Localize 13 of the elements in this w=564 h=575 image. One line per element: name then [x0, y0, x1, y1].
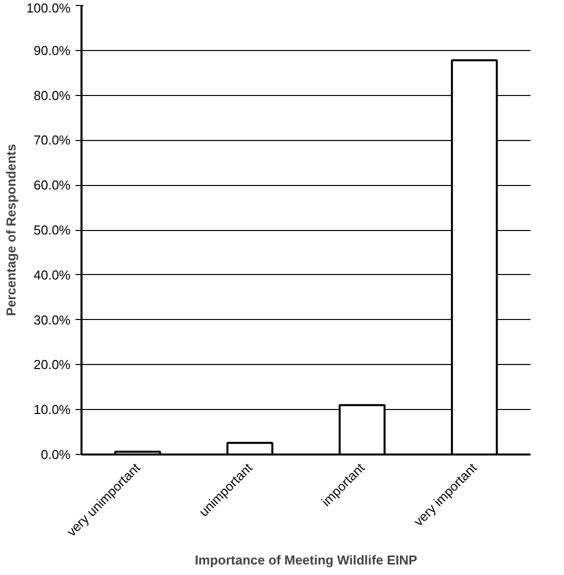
- y-tick-label: 40.0%: [34, 267, 71, 282]
- y-tick-label: 50.0%: [34, 222, 71, 238]
- y-tick-label: 80.0%: [34, 88, 71, 103]
- y-axis-title: Percentage of Respondents: [3, 144, 18, 316]
- y-tick-label: 60.0%: [34, 178, 71, 193]
- y-tick-label: 70.0%: [34, 132, 71, 148]
- y-tick-label: 10.0%: [34, 402, 71, 418]
- y-tick-label: 20.0%: [34, 357, 71, 372]
- x-axis-title: Importance of Meeting Wildlife EINP: [194, 552, 418, 568]
- y-tick-label: 0.0%: [40, 447, 71, 462]
- y-tick-label: 30.0%: [34, 312, 71, 328]
- y-tick-label: 90.0%: [34, 42, 71, 58]
- y-tick-label: 100.0%: [26, 0, 71, 16]
